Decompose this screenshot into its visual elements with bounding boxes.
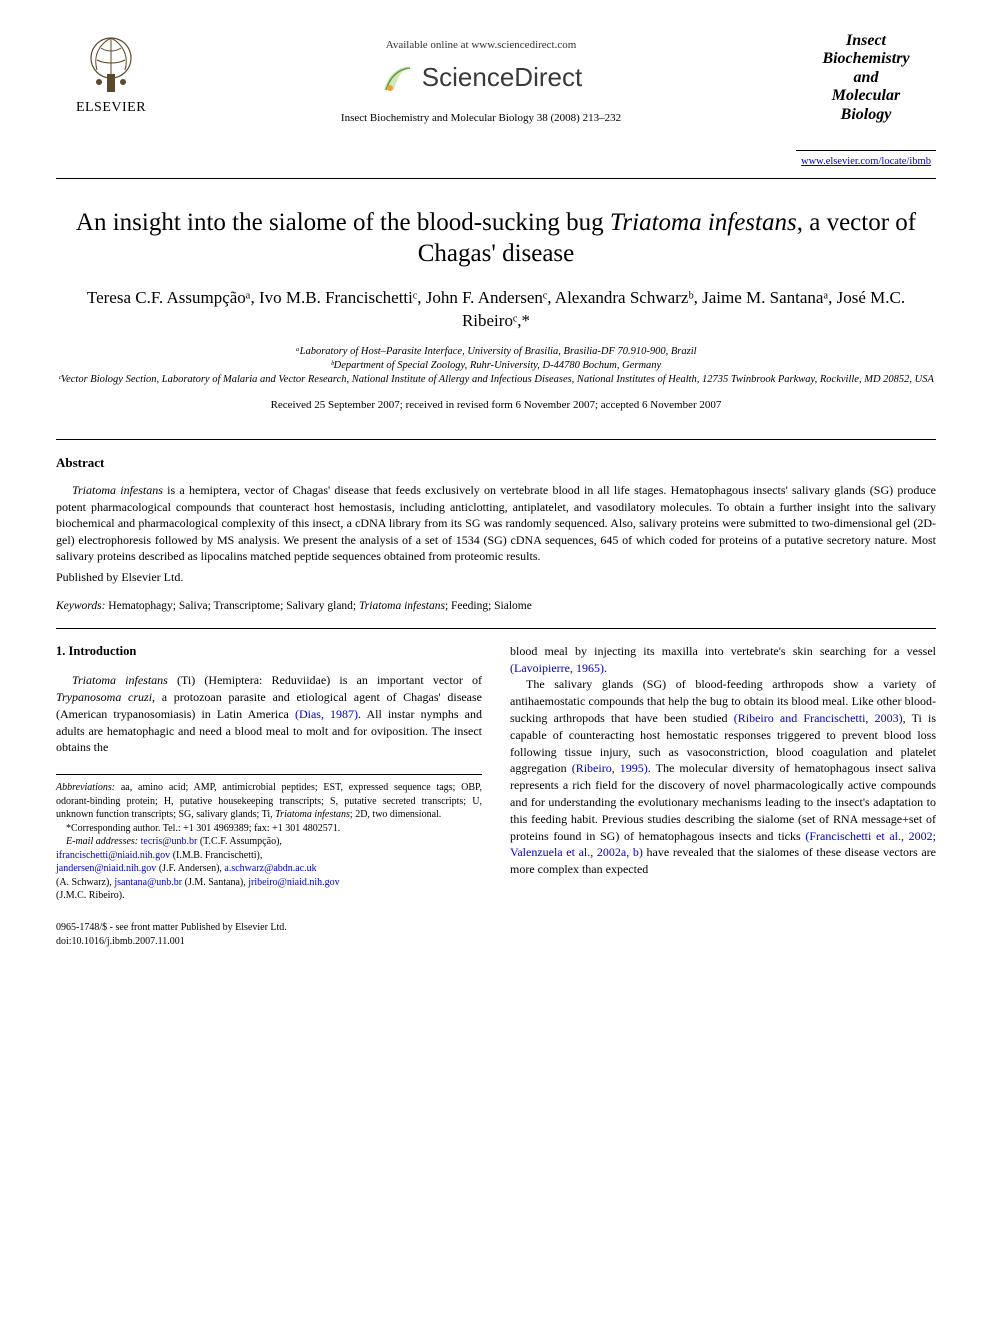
affiliation-c: ᶜVector Biology Section, Laboratory of M…: [56, 373, 936, 387]
email-1[interactable]: tecris@unb.br: [141, 836, 198, 847]
sd-swoosh-icon: [380, 60, 416, 96]
publisher-logo-block: ELSEVIER: [56, 32, 166, 118]
jt-l3: and: [854, 69, 879, 86]
right-column: blood meal by injecting its maxilla into…: [510, 643, 936, 903]
separator-2: [56, 628, 936, 629]
intro-p2: The salivary glands (SG) of blood-feedin…: [510, 676, 936, 878]
cite-dias[interactable]: (Dias, 1987): [295, 707, 358, 721]
journal-block: Insect Biochemistry and Molecular Biolog…: [796, 32, 936, 170]
email-3[interactable]: jandersen@niaid.nih.gov: [56, 863, 156, 874]
left-column: 1. Introduction Triatoma infestans (Ti) …: [56, 643, 482, 903]
elsevier-tree-icon: [79, 32, 143, 96]
cite-ribeiro-1995[interactable]: (Ribeiro, 1995): [572, 761, 648, 775]
available-online-text: Available online at www.sciencedirect.co…: [166, 38, 796, 53]
sciencedirect-name: ScienceDirect: [422, 59, 582, 95]
email-4-name: (A. Schwarz),: [56, 877, 114, 888]
keywords-species: Triatoma infestans: [359, 600, 445, 612]
body-columns: 1. Introduction Triatoma infestans (Ti) …: [56, 643, 936, 903]
issn-line: 0965-1748/$ - see front matter Published…: [56, 921, 936, 935]
email-5-name: (J.M. Santana),: [182, 877, 248, 888]
footnotes: Abbreviations: aa, amino acid; AMP, anti…: [56, 774, 482, 903]
article-dates: Received 25 September 2007; received in …: [56, 398, 936, 413]
intro-p1-left: Triatoma infestans (Ti) (Hemiptera: Redu…: [56, 672, 482, 756]
abstract-paragraph: Triatoma infestans is a hemiptera, vecto…: [56, 482, 936, 565]
abbrev-post: ; 2D, two dimensional.: [350, 809, 441, 820]
email-2-name: (I.M.B. Francischetti),: [170, 850, 262, 861]
cite-lavoipierre[interactable]: (Lavoipierre, 1965): [510, 661, 604, 675]
sciencedirect-logo: ScienceDirect: [380, 59, 582, 95]
p1-species2: Trypanosoma cruzi: [56, 690, 152, 704]
jt-l2: Biochemistry: [822, 50, 909, 67]
email-addresses: E-mail addresses: tecris@unb.br (T.C.F. …: [56, 835, 482, 903]
journal-title: Insect Biochemistry and Molecular Biolog…: [796, 32, 936, 124]
citation-line: Insect Biochemistry and Molecular Biolog…: [166, 111, 796, 126]
email-5[interactable]: jsantana@unb.br: [114, 877, 182, 888]
intro-p1-right: blood meal by injecting its maxilla into…: [510, 643, 936, 677]
publisher-line: Published by Elsevier Ltd.: [56, 569, 936, 586]
affiliation-b: ᵇDepartment of Special Zoology, Ruhr-Uni…: [56, 359, 936, 373]
jt-l5: Biology: [841, 106, 892, 123]
p1-cont: blood meal by injecting its maxilla into…: [510, 644, 936, 658]
abbreviations: Abbreviations: aa, amino acid; AMP, anti…: [56, 781, 482, 822]
email-label: E-mail addresses:: [66, 836, 138, 847]
keywords-label: Keywords:: [56, 600, 105, 612]
email-6-name: (J.M.C. Ribeiro).: [56, 890, 125, 901]
paper-title: An insight into the sialome of the blood…: [56, 207, 936, 270]
title-pre: An insight into the sialome of the blood…: [76, 209, 610, 236]
publisher-name: ELSEVIER: [76, 98, 146, 118]
abstract-body: is a hemiptera, vector of Chagas' diseas…: [56, 483, 936, 563]
doi-line: doi:10.1016/j.ibmb.2007.11.001: [56, 935, 936, 949]
email-4[interactable]: a.schwarz@abdn.ac.uk: [224, 863, 316, 874]
keywords-post: ; Feeding; Sialome: [445, 600, 532, 612]
email-3-name: (J.F. Andersen),: [156, 863, 224, 874]
author-list: Teresa C.F. Assumpçãoᵃ, Ivo M.B. Francis…: [56, 287, 936, 333]
jt-l4: Molecular: [832, 87, 900, 104]
email-2[interactable]: ifrancischetti@niaid.nih.gov: [56, 850, 170, 861]
p1-a: (Ti) (Hemiptera: Reduviidae) is an impor…: [168, 673, 482, 687]
keywords-pre: Hematophagy; Saliva; Transcriptome; Sali…: [105, 600, 359, 612]
abbrev-species: Triatoma infestans: [275, 809, 350, 820]
abstract-species: Triatoma infestans: [72, 483, 163, 497]
jt-l1: Insect: [846, 32, 886, 49]
cite-ribeiro-2003[interactable]: (Ribeiro and Francischetti, 2003): [734, 711, 903, 725]
separator: [56, 439, 936, 440]
email-6[interactable]: jribeiro@niaid.nih.gov: [248, 877, 339, 888]
page-header: ELSEVIER Available online at www.science…: [56, 32, 936, 179]
affiliation-a: ᵃLaboratory of Host–Parasite Interface, …: [56, 345, 936, 359]
keywords: Keywords: Hematophagy; Saliva; Transcrip…: [56, 598, 936, 614]
affiliations: ᵃLaboratory of Host–Parasite Interface, …: [56, 345, 936, 388]
intro-heading: 1. Introduction: [56, 643, 482, 661]
journal-homepage-link[interactable]: www.elsevier.com/locate/ibmb: [796, 150, 936, 170]
p1-species1: Triatoma infestans: [72, 673, 168, 687]
p1-d: .: [604, 661, 607, 675]
email-1-name: (T.C.F. Assumpção),: [197, 836, 282, 847]
header-center: Available online at www.sciencedirect.co…: [166, 32, 796, 126]
corresponding-author: *Corresponding author. Tel.: +1 301 4969…: [56, 822, 482, 836]
abstract-heading: Abstract: [56, 454, 936, 472]
bottom-meta: 0965-1748/$ - see front matter Published…: [56, 921, 936, 949]
abbrev-label: Abbreviations:: [56, 782, 115, 793]
title-species: Triatoma infestans: [610, 209, 797, 236]
